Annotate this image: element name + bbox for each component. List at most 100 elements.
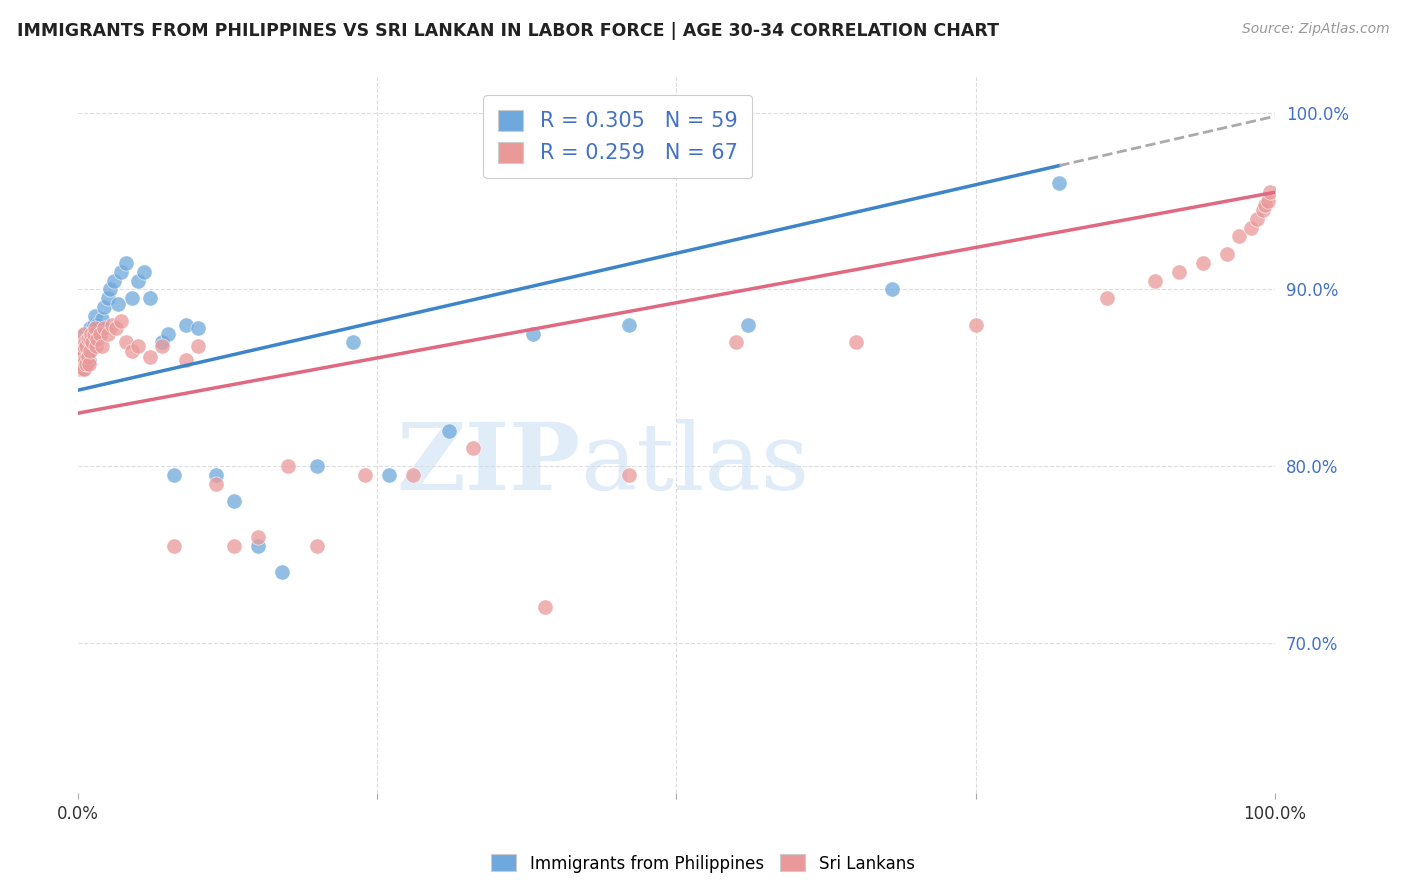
Point [307, 539, 329, 553]
Point [73, 362, 96, 376]
Point [72, 357, 94, 371]
Point [617, 318, 640, 332]
Point [725, 335, 748, 350]
Point [127, 274, 149, 288]
Point [84, 339, 107, 353]
Point [83, 326, 105, 341]
Point [187, 339, 209, 353]
Point [82, 326, 104, 341]
Point [1095, 291, 1118, 305]
Point [76, 357, 98, 371]
Point [150, 339, 173, 353]
Point [121, 344, 143, 359]
Point [222, 494, 245, 508]
Point [76, 357, 98, 371]
Point [737, 318, 759, 332]
Point [533, 600, 555, 615]
Point [402, 467, 425, 482]
Point [163, 539, 186, 553]
Point [127, 339, 149, 353]
Point [105, 321, 128, 335]
Point [73, 339, 96, 353]
Point [89, 326, 111, 341]
Point [115, 256, 138, 270]
Point [139, 350, 162, 364]
Point [70, 362, 93, 376]
Point [1144, 274, 1167, 288]
Point [77, 353, 100, 368]
Point [1251, 202, 1274, 217]
Point [86, 332, 108, 346]
Point [73, 326, 96, 341]
Point [163, 467, 186, 482]
Point [77, 357, 100, 371]
Point [67, 335, 90, 350]
Point [522, 326, 544, 341]
Point [80, 326, 103, 341]
Point [132, 265, 155, 279]
Point [97, 291, 120, 305]
Point [880, 282, 903, 296]
Point [79, 321, 101, 335]
Point [845, 335, 868, 350]
Point [72, 344, 94, 359]
Point [72, 357, 94, 371]
Point [100, 318, 122, 332]
Point [83, 318, 105, 332]
Point [76, 332, 98, 346]
Point [86, 318, 108, 332]
Point [84, 321, 107, 335]
Text: ZIP: ZIP [396, 419, 581, 508]
Point [91, 339, 114, 353]
Point [77, 326, 100, 341]
Point [1258, 186, 1281, 200]
Point [187, 321, 209, 335]
Point [70, 350, 93, 364]
Point [75, 353, 97, 368]
Point [83, 321, 105, 335]
Point [75, 335, 97, 350]
Point [1216, 247, 1239, 261]
Point [617, 467, 640, 482]
Point [97, 326, 120, 341]
Text: Source: ZipAtlas.com: Source: ZipAtlas.com [1241, 22, 1389, 37]
Point [110, 265, 132, 279]
Point [100, 282, 122, 296]
Point [1254, 197, 1277, 211]
Point [276, 459, 298, 474]
Point [1168, 265, 1191, 279]
Point [1047, 177, 1070, 191]
Point [75, 353, 97, 368]
Point [69, 357, 91, 371]
Point [965, 318, 987, 332]
Point [76, 339, 98, 353]
Point [70, 362, 93, 376]
Point [1192, 256, 1215, 270]
Point [1240, 220, 1263, 235]
Point [69, 359, 91, 373]
Point [72, 335, 94, 350]
Point [270, 565, 292, 579]
Text: IMMIGRANTS FROM PHILIPPINES VS SRI LANKAN IN LABOR FORCE | AGE 30-34 CORRELATION: IMMIGRANTS FROM PHILIPPINES VS SRI LANKA… [17, 22, 998, 40]
Point [204, 467, 226, 482]
Point [69, 344, 91, 359]
Legend: Immigrants from Philippines, Sri Lankans: Immigrants from Philippines, Sri Lankans [485, 847, 921, 880]
Point [1227, 229, 1250, 244]
Point [204, 476, 226, 491]
Point [156, 326, 179, 341]
Point [222, 539, 245, 553]
Point [174, 353, 197, 368]
Point [1257, 194, 1279, 208]
Point [79, 332, 101, 346]
Text: atlas: atlas [581, 419, 810, 508]
Legend: R = 0.305   N = 59, R = 0.259   N = 67: R = 0.305 N = 59, R = 0.259 N = 67 [484, 95, 752, 178]
Point [70, 335, 93, 350]
Point [354, 467, 377, 482]
Point [75, 326, 97, 341]
Point [69, 344, 91, 359]
Point [67, 362, 90, 376]
Point [70, 335, 93, 350]
Point [82, 335, 104, 350]
Point [76, 350, 98, 364]
Point [91, 312, 114, 326]
